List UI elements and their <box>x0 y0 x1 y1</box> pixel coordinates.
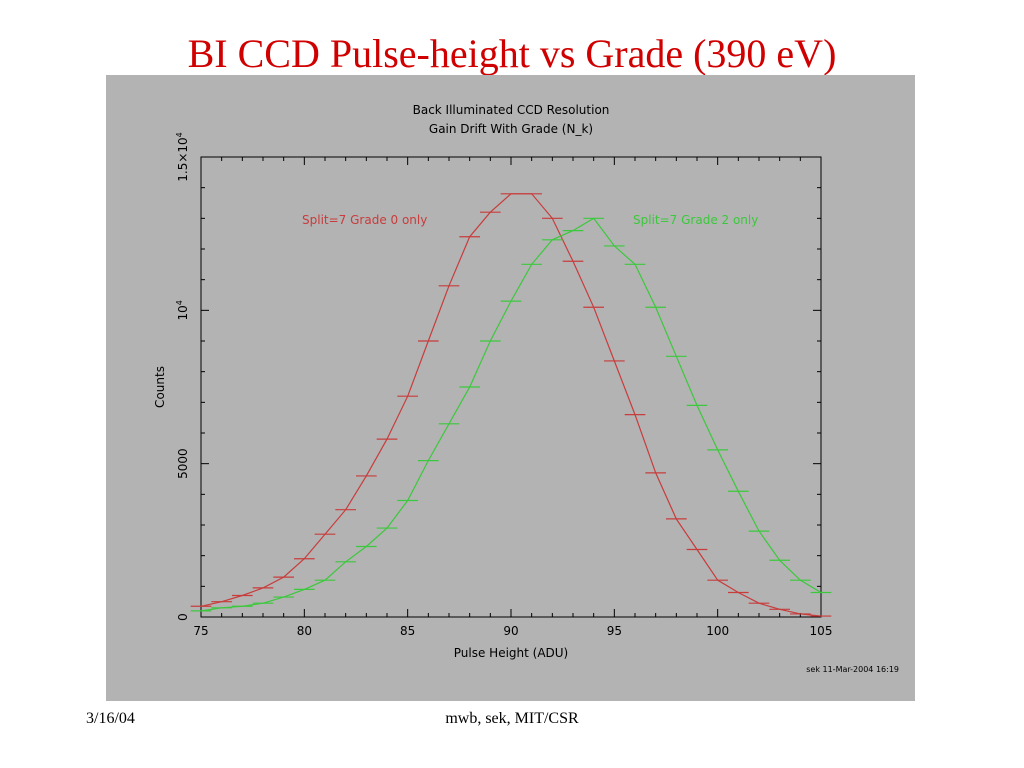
chart-subtitle: Gain Drift With Grade (N_k) <box>429 122 593 136</box>
slide-title: BI CCD Pulse-height vs Grade (390 eV) <box>187 31 837 76</box>
y-tick-label: 1.5×104 <box>175 132 190 182</box>
y-tick-label: 104 <box>175 300 190 320</box>
x-tick-label: 100 <box>706 624 729 638</box>
y-tick-label: 0 <box>176 613 190 621</box>
x-tick-label: 90 <box>503 624 518 638</box>
timestamp-label: sek 11-Mar-2004 16:19 <box>806 665 899 674</box>
legend-label-grade-2: Split=7 Grade 2 only <box>633 213 758 227</box>
x-tick-label: 95 <box>607 624 622 638</box>
x-tick-label: 85 <box>400 624 415 638</box>
x-tick-label: 80 <box>297 624 312 638</box>
chart-svg: Back Illuminated CCD Resolution Gain Dri… <box>153 103 899 674</box>
footer-credit: mwb, sek, MIT/CSR <box>445 710 579 727</box>
y-axis-label: Counts <box>153 366 167 408</box>
series-line-0 <box>200 193 822 617</box>
legend-label-grade-0: Split=7 Grade 0 only <box>302 213 427 227</box>
chart-panel: Back Illuminated CCD Resolution Gain Dri… <box>106 75 915 701</box>
y-tick-label: 5000 <box>176 448 190 479</box>
x-axis-label: Pulse Height (ADU) <box>454 646 569 660</box>
chart-title: Back Illuminated CCD Resolution <box>413 103 610 117</box>
x-tick-label: 105 <box>810 624 833 638</box>
footer-date: 3/16/04 <box>86 710 135 727</box>
x-tick-label: 75 <box>193 624 208 638</box>
tick-labels: 75 80 85 90 95 100 105 0 5000 104 1.5×104 <box>175 132 832 638</box>
series-layer <box>190 193 832 617</box>
series-line-1 <box>200 217 822 612</box>
